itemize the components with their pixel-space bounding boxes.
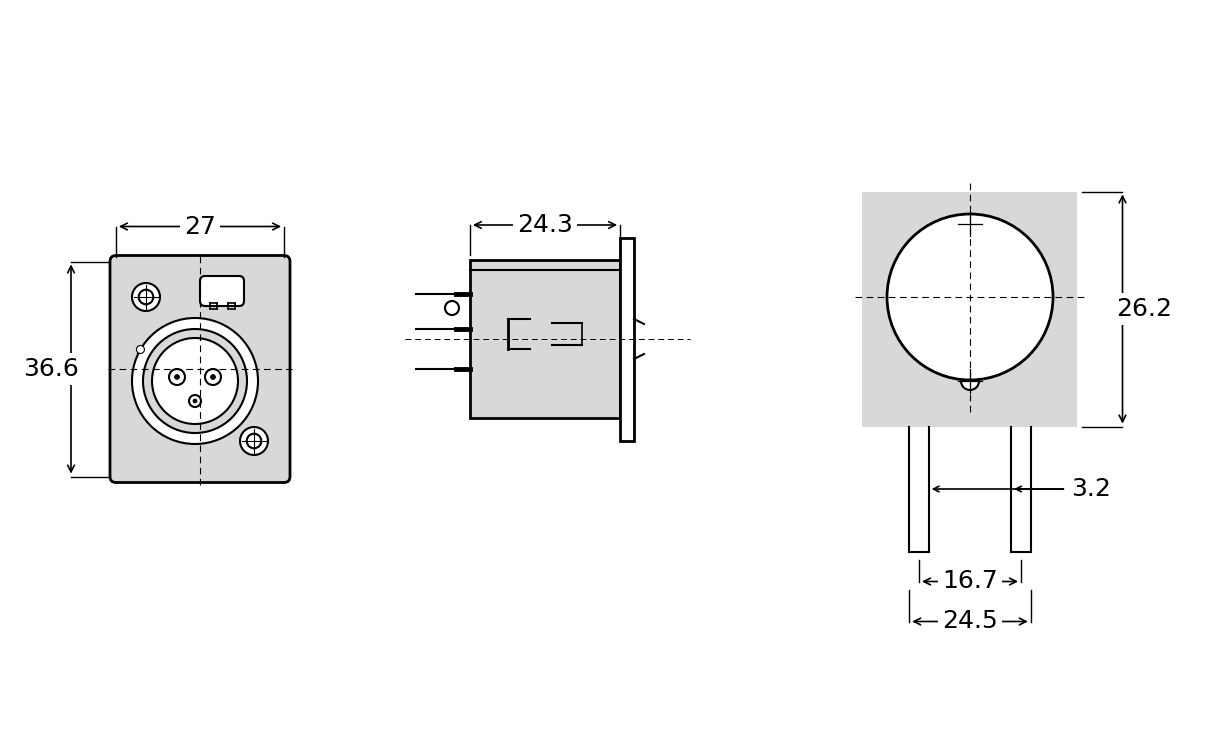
- Text: 3.2: 3.2: [1071, 477, 1111, 501]
- Circle shape: [138, 290, 153, 304]
- Circle shape: [446, 301, 459, 315]
- Text: 24.3: 24.3: [517, 213, 573, 237]
- Circle shape: [205, 369, 221, 385]
- Circle shape: [132, 318, 259, 444]
- Circle shape: [961, 372, 978, 390]
- Circle shape: [210, 375, 216, 380]
- Text: 26.2: 26.2: [1117, 297, 1173, 321]
- FancyBboxPatch shape: [200, 276, 244, 306]
- Text: 16.7: 16.7: [942, 570, 998, 593]
- Circle shape: [961, 215, 978, 233]
- Text: 36.6: 36.6: [23, 357, 79, 381]
- Bar: [862, 191, 1078, 426]
- Circle shape: [240, 427, 268, 455]
- Circle shape: [136, 346, 144, 353]
- Circle shape: [887, 214, 1053, 380]
- Text: 24.5: 24.5: [942, 610, 998, 633]
- Circle shape: [246, 434, 261, 449]
- Circle shape: [169, 369, 185, 385]
- Circle shape: [152, 338, 238, 424]
- Circle shape: [143, 329, 246, 433]
- Text: 27: 27: [185, 214, 216, 239]
- Circle shape: [175, 375, 180, 380]
- Circle shape: [193, 399, 197, 403]
- Bar: [470, 260, 620, 418]
- FancyBboxPatch shape: [110, 256, 290, 483]
- Circle shape: [189, 395, 202, 407]
- Bar: [620, 237, 634, 440]
- Circle shape: [132, 283, 160, 311]
